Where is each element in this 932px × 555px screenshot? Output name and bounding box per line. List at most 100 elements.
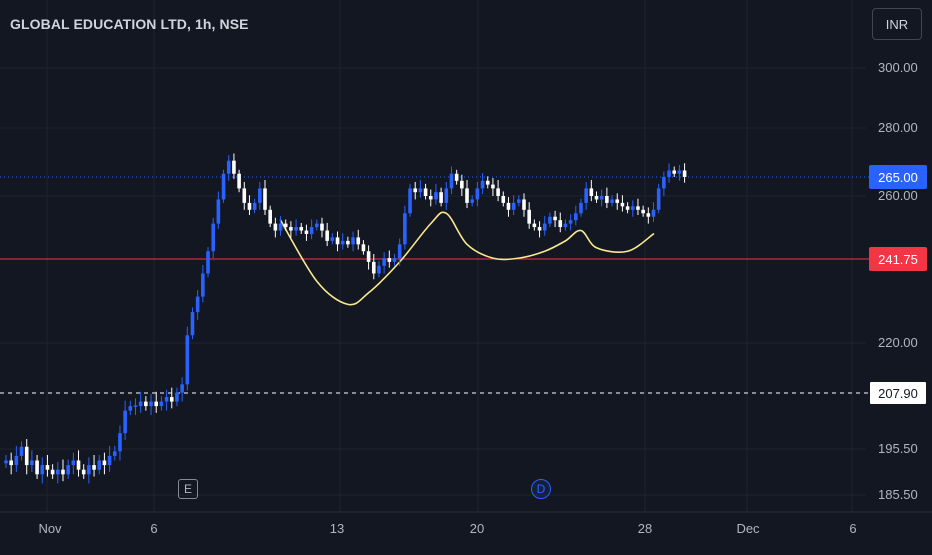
candle-body	[485, 180, 490, 185]
candle-body	[221, 173, 226, 200]
candles	[4, 153, 687, 484]
candle	[118, 425, 122, 461]
cup-pattern-curve	[279, 211, 655, 306]
price-tick-label: 185.50	[878, 487, 918, 502]
candle-body	[40, 465, 45, 475]
candle-body	[128, 406, 133, 411]
candle-body	[112, 451, 117, 456]
candle	[387, 250, 392, 268]
candle	[485, 176, 490, 189]
candle	[563, 219, 568, 231]
candle	[610, 195, 614, 207]
candle-body	[356, 237, 361, 245]
candle-body	[4, 460, 8, 464]
candle-body	[527, 209, 531, 224]
candle	[299, 222, 304, 234]
candle-body	[361, 244, 366, 252]
time-tick-label: Nov	[38, 521, 62, 536]
candle-body	[656, 188, 661, 210]
candle	[491, 178, 495, 196]
candle	[237, 169, 241, 193]
candle-body	[102, 460, 107, 466]
candle-body	[584, 188, 588, 203]
candle	[392, 253, 397, 266]
candle-body	[428, 196, 433, 200]
candle	[45, 454, 50, 477]
candle-body	[371, 261, 376, 274]
grid	[0, 0, 932, 513]
earnings-event-icon[interactable]: E	[178, 479, 198, 499]
candle-body	[289, 227, 293, 231]
time-tick-label: 6	[150, 521, 158, 536]
candle	[340, 233, 345, 250]
candle-body	[92, 465, 96, 470]
time-tick-label: Dec	[736, 521, 760, 536]
candle	[87, 457, 91, 484]
candle	[247, 195, 252, 215]
candle	[568, 214, 573, 231]
candle	[169, 387, 174, 409]
candle-body	[232, 160, 236, 174]
candle-body	[325, 230, 329, 241]
candle-body	[568, 220, 573, 224]
candle	[66, 459, 70, 479]
currency-button[interactable]: INR	[872, 8, 922, 40]
candle	[24, 439, 29, 475]
candle-body	[366, 251, 371, 262]
candle	[641, 205, 645, 217]
candle-body	[460, 180, 464, 189]
candle	[656, 183, 661, 214]
candle	[351, 231, 355, 252]
candle	[449, 166, 454, 195]
candle	[599, 189, 604, 207]
candle	[216, 191, 221, 229]
candle-body	[522, 199, 526, 210]
candle-body	[625, 206, 630, 210]
candle-body	[107, 455, 112, 466]
price-tick-label: 280.00	[878, 120, 918, 135]
candle	[242, 181, 247, 210]
candle	[273, 217, 278, 238]
candle-body	[138, 401, 143, 407]
candle	[615, 193, 620, 210]
candle-body	[335, 237, 340, 245]
candle	[185, 326, 190, 391]
candle	[40, 457, 45, 484]
candle-body	[444, 188, 449, 203]
candle	[112, 445, 117, 461]
candle-body	[201, 273, 205, 297]
candle-body	[672, 170, 677, 174]
candle-body	[24, 446, 29, 466]
candle-body	[558, 220, 563, 228]
candle-body	[123, 410, 127, 434]
candle-body	[175, 392, 179, 402]
candle-body	[392, 258, 397, 262]
candle	[61, 459, 65, 482]
pattern-drawing	[279, 211, 655, 306]
candle-body	[315, 223, 319, 228]
candle-body	[299, 227, 304, 231]
candle	[144, 396, 148, 411]
candle-body	[149, 401, 153, 407]
candle	[377, 261, 381, 278]
candle	[403, 205, 407, 250]
candle	[133, 398, 138, 416]
candle	[625, 202, 630, 214]
candle	[553, 210, 557, 228]
candle-body	[574, 213, 578, 221]
dividend-event-icon[interactable]: D	[531, 479, 551, 499]
candle	[444, 181, 449, 210]
candle	[496, 180, 500, 202]
candle	[71, 452, 76, 475]
candle	[548, 212, 552, 228]
candle-body	[76, 460, 81, 470]
candle	[30, 450, 34, 472]
candle-body	[475, 188, 480, 200]
candle	[346, 236, 350, 248]
candle-body	[599, 196, 604, 200]
candle	[475, 181, 480, 207]
candle	[206, 247, 210, 278]
candle-body	[133, 405, 138, 407]
